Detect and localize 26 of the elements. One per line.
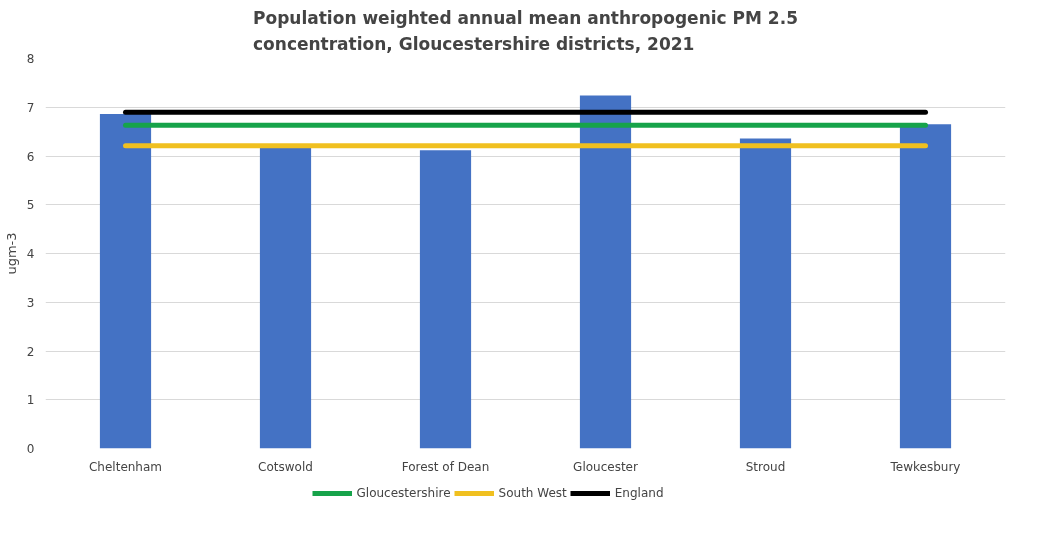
legend-label: England xyxy=(614,486,664,500)
x-tick-label: Stroud xyxy=(745,459,786,474)
y-tick-label: 6 xyxy=(26,149,35,164)
x-tick-label: Forest of Dean xyxy=(401,459,490,474)
y-tick-label: 0 xyxy=(26,442,35,456)
x-tick-label: Cheltenham xyxy=(88,459,163,474)
bar xyxy=(579,95,632,449)
legend-label: South West xyxy=(498,486,567,500)
x-tick-label: Gloucester xyxy=(573,459,638,474)
y-axis-title: ugm-3 xyxy=(3,232,19,275)
x-tick-label: Cotswold xyxy=(258,459,313,474)
y-tick-label: 7 xyxy=(26,100,35,115)
bar xyxy=(99,114,152,449)
y-tick-label: 8 xyxy=(26,52,35,66)
x-tick-label: Tewkesbury xyxy=(889,459,961,474)
bar xyxy=(899,124,952,449)
bar xyxy=(419,150,472,449)
y-tick-label: 5 xyxy=(26,198,35,213)
legend-label: Gloucestershire xyxy=(356,486,451,500)
y-tick-label: 3 xyxy=(26,295,35,310)
y-tick-label: 4 xyxy=(26,247,35,261)
bar xyxy=(739,138,792,449)
chart-title: Population weighted annual mean anthropogenic PM 2.5 concentration, Gloucestershire districts, 2021 xyxy=(253,7,798,54)
y-tick-label: 1 xyxy=(26,393,35,408)
y-tick-label: 2 xyxy=(26,344,35,359)
bar xyxy=(259,147,312,449)
